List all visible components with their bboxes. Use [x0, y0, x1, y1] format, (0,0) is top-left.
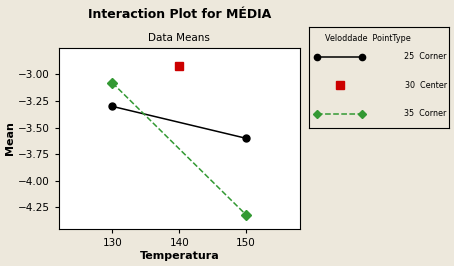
Text: Veloddade  PointType: Veloddade PointType	[325, 34, 411, 43]
X-axis label: Temperatura: Temperatura	[139, 251, 219, 261]
Text: Interaction Plot for MÉDIA: Interaction Plot for MÉDIA	[88, 8, 271, 21]
Y-axis label: Mean: Mean	[5, 121, 15, 155]
Text: 30  Center: 30 Center	[405, 81, 447, 90]
Text: 35  Corner: 35 Corner	[404, 109, 447, 118]
Text: Data Means: Data Means	[148, 33, 210, 43]
Text: 25  Corner: 25 Corner	[404, 52, 447, 61]
